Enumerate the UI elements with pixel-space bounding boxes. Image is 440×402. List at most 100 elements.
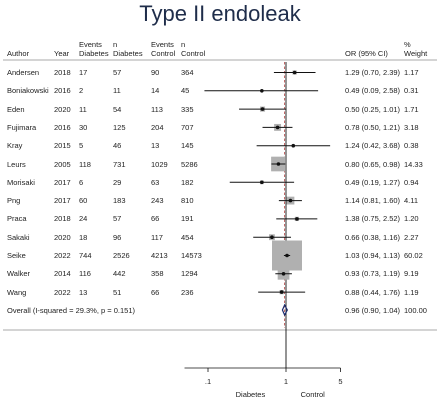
overall-or-ci: 0.96 (0.90, 1.04) xyxy=(345,305,401,315)
x-tick-label-0: .1 xyxy=(205,377,211,386)
row-year-boniakowski: 2016 xyxy=(54,86,71,96)
row-author-wang: Wang xyxy=(7,287,27,297)
row-or-ci-praca: 1.38 (0.75, 2.52) xyxy=(345,214,401,224)
side-label-diabetes: Diabetes xyxy=(236,390,266,399)
point-estimate-wang xyxy=(279,290,284,294)
row-n-control-leurs: 5286 xyxy=(181,159,198,169)
row-weight-eden: 1.71 xyxy=(404,104,419,114)
row-events-control-walker: 358 xyxy=(151,269,164,279)
header-events-control-2: Control xyxy=(151,49,176,58)
row-events-control-eden: 113 xyxy=(151,104,163,114)
row-n-diabetes-walker: 442 xyxy=(113,269,126,279)
header-or-ci: OR (95% CI) xyxy=(345,49,388,58)
row-events-control-wang: 66 xyxy=(151,287,160,297)
row-n-diabetes-boniakowski: 11 xyxy=(113,86,121,96)
row-events-diabetes-png: 60 xyxy=(79,196,88,206)
point-estimate-leurs xyxy=(276,162,281,166)
header-weight-1: % xyxy=(404,40,411,49)
row-n-diabetes-seike: 2526 xyxy=(113,251,130,260)
row-author-morisaki: Morisaki xyxy=(7,177,35,187)
row-events-control-morisaki: 63 xyxy=(151,177,160,187)
row-or-ci-wang: 0.88 (0.44, 1.76) xyxy=(345,287,401,297)
point-estimate-seike xyxy=(285,253,289,258)
row-year-morisaki: 2017 xyxy=(54,177,71,187)
row-weight-leurs: 14.33 xyxy=(404,159,423,169)
overall-label: Overall (I-squared = 29.3%, p = 0.151) xyxy=(7,305,135,315)
row-n-control-fujimara: 707 xyxy=(181,122,194,132)
row-year-eden: 2020 xyxy=(54,104,71,114)
row-events-diabetes-praca: 24 xyxy=(79,214,88,224)
row-events-diabetes-leurs: 118 xyxy=(79,159,91,169)
row-events-diabetes-boniakowski: 2 xyxy=(79,86,84,96)
row-or-ci-andersen: 1.29 (0.70, 2.39) xyxy=(345,68,401,77)
row-events-control-seike: 4213 xyxy=(151,251,168,260)
row-events-diabetes-sakaki: 18 xyxy=(79,232,88,242)
row-n-diabetes-eden: 54 xyxy=(113,104,122,114)
row-n-diabetes-png: 183 xyxy=(113,196,126,206)
row-events-control-sakaki: 117 xyxy=(151,232,163,242)
point-estimate-boniakowski xyxy=(260,89,264,93)
row-year-png: 2017 xyxy=(54,196,71,206)
header-n-diabetes-2: Diabetes xyxy=(113,49,143,58)
header-n-control-2: Control xyxy=(181,49,206,58)
chart-title: Type II endoleak xyxy=(139,1,301,26)
header-events-diabetes-2: Diabetes xyxy=(79,49,109,58)
row-events-control-boniakowski: 14 xyxy=(151,86,160,96)
row-n-diabetes-praca: 57 xyxy=(113,214,122,224)
row-weight-kray: 0.38 xyxy=(404,141,419,151)
header-events-diabetes-1: Events xyxy=(79,40,102,49)
row-events-control-png: 243 xyxy=(151,196,164,206)
row-events-control-praca: 66 xyxy=(151,214,160,224)
row-year-seike: 2022 xyxy=(54,251,71,260)
row-weight-wang: 1.19 xyxy=(404,287,419,297)
header-n-diabetes-1: n xyxy=(113,40,118,49)
row-weight-sakaki: 2.27 xyxy=(404,232,419,242)
row-or-ci-eden: 0.50 (0.25, 1.01) xyxy=(345,104,401,114)
point-estimate-eden xyxy=(260,107,265,111)
header-year: Year xyxy=(54,49,70,58)
row-events-diabetes-fujimara: 30 xyxy=(79,122,88,132)
row-or-ci-seike: 1.03 (0.94, 1.13) xyxy=(345,251,401,260)
row-n-control-boniakowski: 45 xyxy=(181,86,190,96)
row-year-leurs: 2005 xyxy=(54,159,71,169)
row-author-kray: Kray xyxy=(7,141,23,151)
row-events-diabetes-wang: 13 xyxy=(79,287,88,297)
row-events-diabetes-kray: 5 xyxy=(79,141,84,151)
row-or-ci-sakaki: 0.66 (0.38, 1.16) xyxy=(345,232,401,242)
overall-diamond xyxy=(281,303,289,317)
row-author-sakaki: Sakaki xyxy=(7,232,30,242)
row-weight-praca: 1.20 xyxy=(404,214,419,224)
row-n-diabetes-fujimara: 125 xyxy=(113,122,126,132)
row-author-andersen: Andersen xyxy=(7,68,40,77)
row-weight-morisaki: 0.94 xyxy=(404,177,419,187)
row-events-diabetes-andersen: 17 xyxy=(79,68,88,77)
row-n-control-kray: 145 xyxy=(181,141,194,151)
row-year-fujimara: 2016 xyxy=(54,122,71,132)
overall-weight: 100.00 xyxy=(404,305,427,315)
row-author-praca: Praca xyxy=(7,214,27,224)
row-year-wang: 2022 xyxy=(54,287,71,297)
row-weight-andersen: 1.17 xyxy=(404,68,419,77)
row-events-diabetes-seike: 744 xyxy=(79,251,92,260)
point-estimate-morisaki xyxy=(260,180,264,185)
point-estimate-walker xyxy=(281,272,286,276)
row-weight-png: 4.11 xyxy=(404,196,419,206)
row-weight-seike: 60.02 xyxy=(404,251,423,260)
row-n-diabetes-wang: 51 xyxy=(113,287,122,297)
row-year-walker: 2014 xyxy=(54,269,71,279)
side-label-control: Control xyxy=(301,390,326,399)
row-or-ci-leurs: 0.80 (0.65, 0.98) xyxy=(345,159,401,169)
row-year-praca: 2018 xyxy=(54,214,71,224)
row-weight-walker: 9.19 xyxy=(404,269,419,279)
row-or-ci-png: 1.14 (0.81, 1.60) xyxy=(345,196,401,206)
row-n-control-eden: 335 xyxy=(181,104,194,114)
row-year-andersen: 2018 xyxy=(54,68,71,77)
row-author-eden: Eden xyxy=(7,104,25,114)
row-or-ci-fujimara: 0.78 (0.50, 1.21) xyxy=(345,122,401,132)
header-weight-2: Weight xyxy=(404,49,428,58)
row-n-diabetes-leurs: 731 xyxy=(113,159,126,169)
header-author: Author xyxy=(7,49,30,58)
point-estimate-fujimara xyxy=(275,125,280,130)
row-n-control-sakaki: 454 xyxy=(181,232,194,242)
